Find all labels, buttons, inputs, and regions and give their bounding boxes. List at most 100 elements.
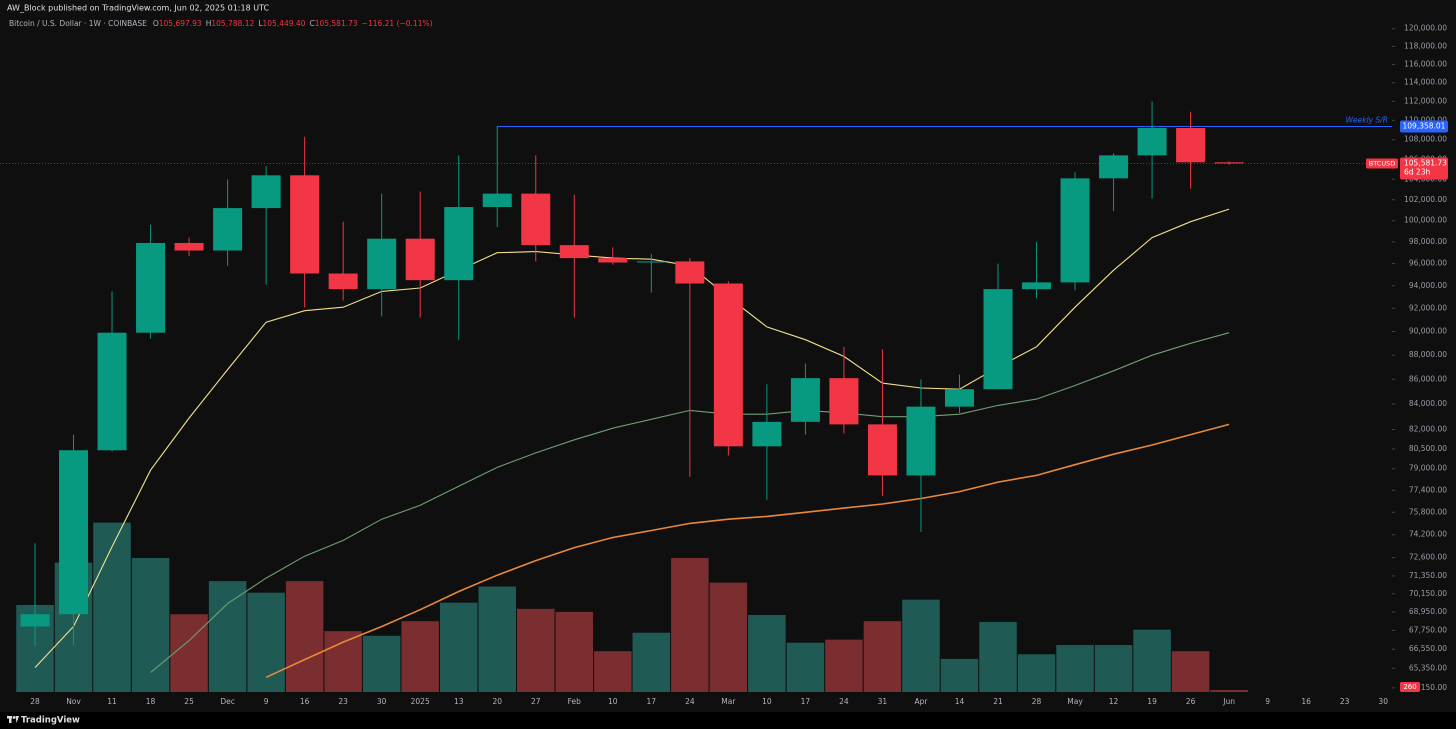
x-tick-label: 24 [839, 697, 849, 706]
volume-bar [1133, 629, 1171, 692]
candle-body [790, 378, 820, 422]
y-tick-label: 86,000.00 [1409, 374, 1447, 383]
y-tick-label: 75,800.00 [1409, 507, 1447, 516]
footer [0, 712, 1456, 729]
y-tick-label: 114,000.00 [1404, 78, 1447, 87]
y-tick-label: 82,000.00 [1409, 425, 1447, 434]
countdown: 6d 23h [1404, 167, 1430, 176]
volume-bar [709, 582, 748, 692]
y-tick-label: 74,200.00 [1409, 530, 1447, 539]
candle-body [290, 175, 320, 274]
candle-body [559, 245, 589, 259]
candle-body [20, 614, 50, 627]
x-tick-label: May [1067, 697, 1083, 706]
x-tick-label: Feb [568, 697, 582, 706]
candle-body [598, 258, 628, 263]
y-tick-label: 112,000.00 [1404, 96, 1447, 105]
y-tick-label: 92,000.00 [1409, 303, 1447, 312]
candle-body [1099, 155, 1129, 179]
x-tick-label: 21 [993, 697, 1003, 706]
tv-logo [7, 716, 19, 723]
moving-average [265, 423, 1230, 679]
volume-bar [362, 635, 401, 692]
candle-body [136, 242, 166, 333]
x-tick-label: 25 [184, 697, 194, 706]
x-tick-label: 16 [300, 697, 310, 706]
y-tick-label: 90,000.00 [1409, 327, 1447, 336]
candle-body [983, 289, 1013, 390]
candle-body [867, 424, 897, 476]
legend-key: O [153, 19, 159, 28]
y-tick-label: 84,000.00 [1409, 399, 1447, 408]
legend-change: −116.21 (−0.11%) [362, 19, 433, 28]
volume-bar [1210, 689, 1248, 692]
x-tick-label: 12 [1109, 697, 1119, 706]
legend-value: 105,697.93 [159, 19, 202, 28]
y-tick-label: 79,000.00 [1409, 464, 1447, 473]
axes: 120,000.00 118,000.00 116,000.00 114,000.00… [1392, 24, 1447, 692]
candle-body [1214, 162, 1244, 164]
candle-body [1060, 178, 1090, 283]
y-tick-label: 71,350.00 [1409, 571, 1447, 580]
sr-price-label: 109,358.01 [1403, 121, 1446, 130]
x-tick-label: 23 [338, 697, 348, 706]
volume-bar [786, 642, 825, 692]
y-tick-label: 96,000.00 [1409, 259, 1447, 268]
volume-bar [131, 558, 170, 692]
sr-price-box [1400, 120, 1448, 133]
candle-body [944, 389, 974, 407]
x-tick-label: 11 [107, 697, 117, 706]
volume-bar [401, 621, 439, 692]
candle-body [97, 332, 127, 451]
x-tick-label: 9 [264, 697, 269, 706]
y-tick-label: 98,000.00 [1409, 237, 1447, 246]
symbol-label: BTCUSD [1369, 159, 1395, 167]
candle-body [1176, 127, 1206, 163]
volume-bar [671, 558, 709, 692]
x-tick-label: 28 [1032, 697, 1042, 706]
x-tick-label: 27 [531, 697, 541, 706]
candle-body [482, 193, 512, 208]
volume-bar [825, 639, 863, 692]
x-tick-label: 14 [955, 697, 965, 706]
x-tick-label: 23 [1340, 697, 1350, 706]
x-tick-label: 19 [1147, 697, 1157, 706]
candle-body [713, 283, 743, 447]
x-tick-label: 16 [1301, 697, 1311, 706]
candle-body [829, 378, 859, 425]
y-tick-label: 64,150.00 [1409, 683, 1447, 692]
volume-bar [170, 614, 208, 692]
last-price-box [1400, 157, 1448, 180]
x-tick-label: Jun [1222, 697, 1235, 706]
legend-key: L [258, 19, 263, 28]
x-tick-label: 31 [878, 697, 888, 706]
volume-bar [324, 631, 362, 692]
candle-body [59, 450, 89, 615]
candle-body [1022, 282, 1052, 290]
volume-bar [1094, 645, 1133, 692]
volume-bar [1171, 651, 1210, 692]
x-tick-label: Apr [914, 697, 928, 706]
y-tick-label: 80,500.00 [1409, 444, 1447, 453]
y-tick-label: 68,950.00 [1409, 607, 1447, 616]
y-tick-label: 94,000.00 [1409, 281, 1447, 290]
legend-value: 105,449.40 [263, 19, 306, 28]
legend-value: 105,581.73 [315, 19, 358, 28]
x-tick-label: 17 [801, 697, 811, 706]
plot-area [0, 101, 1392, 692]
y-tick-label: 100,000.00 [1404, 216, 1447, 225]
candle-body [636, 261, 666, 263]
y-tick-label: 66,550.00 [1409, 644, 1447, 653]
candle-body [444, 207, 474, 281]
x-tick-label: Nov [66, 697, 81, 706]
y-tick-label: 116,000.00 [1404, 59, 1447, 68]
x-tick-label: 20 [492, 697, 502, 706]
x-tick-label: 13 [454, 697, 464, 706]
volume-bar [208, 581, 247, 692]
volume-bar [902, 599, 940, 692]
candle-body [521, 193, 551, 246]
x-tick-label: 28 [30, 697, 40, 706]
x-tick-label: 30 [1378, 697, 1388, 706]
symbol-legend: Bitcoin / U.S. Dollar · 1W · COINBASE O10… [9, 19, 433, 28]
candle-body [752, 421, 782, 447]
